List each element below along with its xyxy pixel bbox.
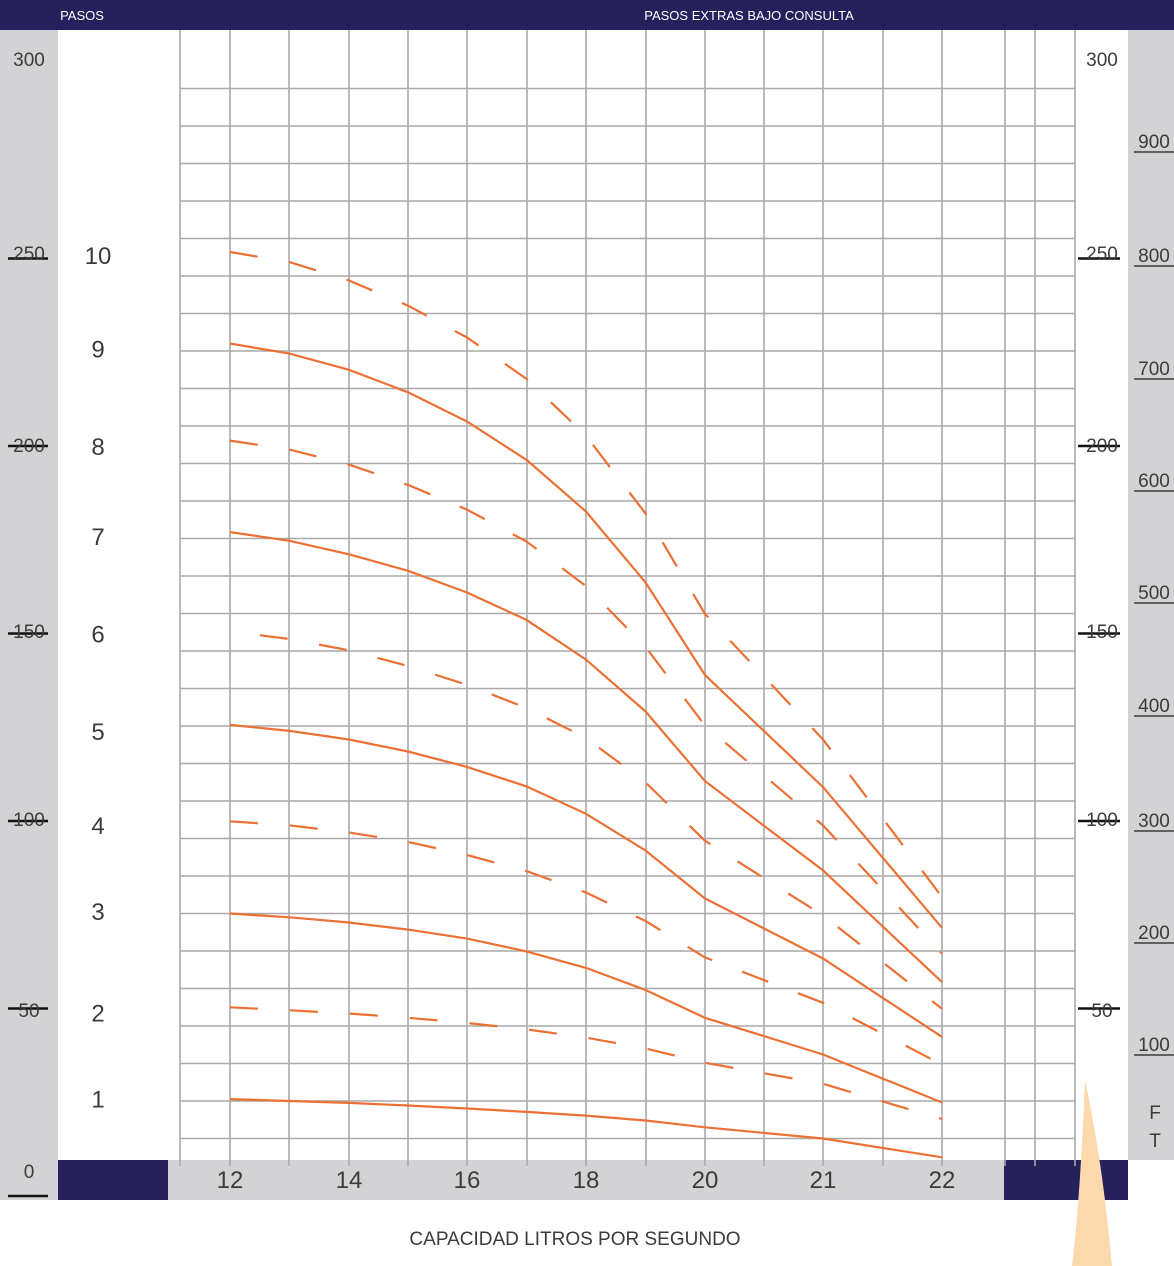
- step-label-5: 5: [91, 719, 104, 746]
- x-axis-band-left-block: [58, 1160, 168, 1200]
- right-axis-label-300: 300: [1086, 50, 1118, 71]
- step-label-6: 6: [91, 622, 104, 649]
- header-left-label: PASOS: [60, 8, 104, 23]
- left-axis-label-250: 250: [13, 244, 45, 265]
- right-axis-label-100: 100: [1086, 810, 1118, 831]
- ft-axis-label-200: 200: [1138, 923, 1170, 944]
- left-axis-label-50: 50: [18, 1001, 39, 1022]
- left-axis-label-0: 0: [24, 1162, 35, 1183]
- curve-step-6: [259, 634, 943, 1010]
- curve-step-9: [229, 342, 943, 929]
- left-axis-band: [0, 30, 58, 1200]
- ft-axis-label-800: 800: [1138, 246, 1170, 267]
- step-label-8: 8: [91, 434, 104, 461]
- ft-axis-label-400: 400: [1138, 696, 1170, 717]
- ft-axis-label-300: 300: [1138, 811, 1170, 832]
- step-label-7: 7: [91, 524, 104, 551]
- axis-labels: 3002502001501005003002502001501005090080…: [13, 50, 1174, 1194]
- curves: [229, 250, 943, 1159]
- x-axis-label-21: 21: [810, 1167, 837, 1194]
- left-axis-label-150: 150: [13, 622, 45, 643]
- ft-axis-band: [1128, 30, 1174, 1160]
- ft-axis-label-900: 900: [1138, 132, 1170, 153]
- grid: [179, 30, 1076, 1166]
- x-axis-band-right-block: [1004, 1160, 1128, 1200]
- right-axis-label-150: 150: [1086, 622, 1118, 643]
- x-axis-label-18: 18: [573, 1167, 600, 1194]
- x-axis-band: [58, 1160, 1128, 1200]
- ft-unit-letter-0: F: [1149, 1103, 1161, 1124]
- step-label-2: 2: [91, 1000, 104, 1027]
- left-axis-label-200: 200: [13, 436, 45, 457]
- curve-step-8: [229, 439, 943, 955]
- curve-step-3: [229, 912, 943, 1104]
- curve-step-7: [229, 531, 943, 983]
- step-label-4: 4: [91, 813, 104, 840]
- curve-step-1: [229, 1098, 943, 1159]
- accent-shape: [1072, 1080, 1112, 1266]
- ft-axis-label-700: 700: [1138, 359, 1170, 380]
- step-label-1: 1: [91, 1087, 104, 1114]
- ft-axis-label-500: 500: [1138, 583, 1170, 604]
- step-label-3: 3: [91, 899, 104, 926]
- right-axis-label-50: 50: [1091, 1001, 1112, 1022]
- header-bar: [0, 0, 1174, 30]
- curve-step-5: [229, 723, 943, 1038]
- ft-unit-letter-1: T: [1149, 1131, 1161, 1152]
- x-axis-label-22: 22: [929, 1167, 956, 1194]
- right-axis-label-200: 200: [1086, 436, 1118, 457]
- x-axis-label-20: 20: [692, 1167, 719, 1194]
- axis-ticks: [8, 257, 1120, 1198]
- right-axis-label-250: 250: [1086, 244, 1118, 265]
- x-axis-title: CAPACIDAD LITROS POR SEGUNDO: [409, 1229, 740, 1250]
- header-right-label: PASOS EXTRAS BAJO CONSULTA: [644, 8, 854, 23]
- left-axis-label-300: 300: [13, 50, 45, 71]
- ft-axis-label-100: 100: [1138, 1035, 1170, 1056]
- ft-axis-label-600: 600: [1138, 471, 1170, 492]
- x-axis-label-14: 14: [336, 1167, 363, 1194]
- x-axis-label-12: 12: [217, 1167, 244, 1194]
- step-label-9: 9: [91, 337, 104, 364]
- curve-step-10: [229, 250, 943, 898]
- curve-step-4: [229, 820, 943, 1066]
- left-axis-label-100: 100: [13, 810, 45, 831]
- step-label-10: 10: [85, 243, 112, 270]
- x-axis-label-16: 16: [454, 1167, 481, 1194]
